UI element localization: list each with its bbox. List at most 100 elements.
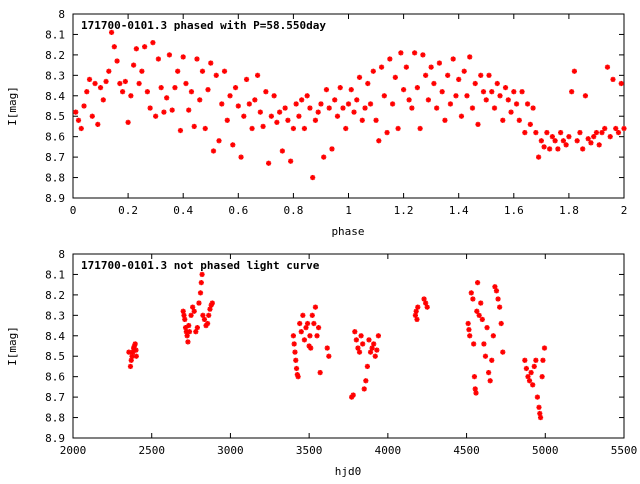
unphased-data-point bbox=[201, 316, 208, 323]
phased-data-point bbox=[431, 80, 437, 87]
phased-data-point bbox=[114, 58, 120, 64]
phased-data-point bbox=[376, 138, 382, 144]
phased-data-point bbox=[97, 85, 104, 91]
unphased-data-point bbox=[315, 325, 322, 331]
phased-data-point bbox=[139, 68, 145, 74]
phased-data-point bbox=[549, 134, 555, 140]
phased-data-point bbox=[279, 148, 285, 154]
phased-data-point bbox=[194, 56, 200, 62]
phased-data-point bbox=[216, 138, 222, 144]
unphased-data-point bbox=[479, 316, 485, 323]
phased-data-point bbox=[326, 105, 332, 111]
unphased-data-point bbox=[185, 339, 191, 345]
phased-data-point bbox=[238, 154, 244, 160]
phased-data-point bbox=[334, 113, 341, 119]
phased-data-point bbox=[464, 93, 470, 99]
phased-data-point bbox=[516, 117, 522, 123]
phased-data-point bbox=[604, 64, 611, 70]
unphased-data-point bbox=[356, 349, 363, 355]
unphased-data-point bbox=[363, 378, 369, 384]
phased-x-tick-label: 0.2 bbox=[118, 204, 138, 217]
unphased-data-point bbox=[481, 341, 487, 347]
unphased-data-point bbox=[526, 378, 533, 384]
unphased-data-point bbox=[127, 363, 134, 370]
phased-data-point bbox=[475, 121, 481, 127]
unphased-data-point bbox=[290, 333, 296, 339]
phased-data-point bbox=[395, 125, 401, 132]
unphased-y-tick-label: 8.6 bbox=[45, 371, 65, 384]
unphased-data-point bbox=[424, 304, 430, 310]
phased-data-point bbox=[508, 109, 514, 115]
phased-data-point bbox=[607, 134, 613, 140]
unphased-data-point bbox=[367, 349, 374, 355]
phased-y-tick-label: 8.7 bbox=[45, 151, 65, 164]
unphased-data-point bbox=[360, 341, 366, 347]
unphased-data-point bbox=[196, 300, 202, 306]
phased-data-point bbox=[117, 80, 123, 87]
unphased-chart: 2000 2500 3000 3500 4000 4500 5000 5500 8 8.1 8.2 8… bbox=[6, 248, 637, 478]
phased-data-point bbox=[434, 105, 440, 111]
phased-data-point bbox=[345, 101, 352, 107]
unphased-data-point bbox=[292, 349, 298, 355]
phased-data-point bbox=[585, 136, 591, 142]
phased-data-point bbox=[417, 125, 423, 132]
phased-data-point bbox=[596, 142, 602, 148]
phased-data-point bbox=[92, 80, 98, 87]
unphased-data-point bbox=[474, 280, 481, 286]
phased-data-point bbox=[268, 113, 274, 119]
phased-data-point bbox=[266, 160, 272, 166]
phased-data-point bbox=[249, 125, 255, 132]
phased-data-point bbox=[125, 119, 131, 125]
phased-data-point bbox=[147, 105, 153, 111]
phased-data-point bbox=[513, 101, 520, 107]
phased-data-point bbox=[436, 60, 443, 66]
unphased-data-point bbox=[525, 374, 531, 380]
phased-chart-ticks: 0 0.2 0.4 0.6 0.8 1 1.2 1.4 1.6 1.8 2 8 8.1 8.2 8.3 8.4… bbox=[45, 8, 627, 217]
phased-x-tick-label: 0.8 bbox=[283, 204, 303, 217]
phased-data-point bbox=[188, 89, 195, 95]
unphased-data-point bbox=[413, 308, 419, 314]
phased-data-point bbox=[544, 129, 550, 136]
phased-data-point bbox=[502, 85, 509, 91]
unphased-data-point bbox=[486, 369, 492, 376]
phased-y-tick-label: 8.2 bbox=[45, 49, 65, 62]
unphased-data-point bbox=[304, 320, 311, 327]
phased-x-tick-label: 1.6 bbox=[504, 204, 524, 217]
unphased-data-point bbox=[190, 304, 196, 310]
unphased-data-point bbox=[528, 369, 534, 376]
phased-data-point bbox=[491, 105, 498, 111]
phased-data-point bbox=[321, 154, 327, 160]
phased-data-point bbox=[588, 140, 594, 146]
phased-data-point bbox=[373, 117, 379, 123]
phased-data-point bbox=[378, 64, 385, 70]
phased-data-point bbox=[453, 93, 459, 99]
phased-data-point bbox=[574, 138, 580, 144]
phased-data-point bbox=[420, 52, 426, 58]
phased-data-point bbox=[577, 129, 583, 136]
unphased-data-point bbox=[478, 300, 484, 306]
unphased-data-point bbox=[293, 365, 300, 372]
phased-data-point bbox=[494, 80, 500, 87]
phased-data-point bbox=[337, 85, 343, 91]
unphased-data-point bbox=[484, 325, 490, 331]
phased-data-point bbox=[486, 72, 492, 78]
unphased-data-point bbox=[366, 337, 372, 343]
phased-data-point bbox=[153, 113, 159, 119]
phased-data-point bbox=[86, 76, 93, 83]
phased-data-point bbox=[304, 93, 310, 99]
phased-data-point bbox=[119, 89, 126, 95]
phased-data-point bbox=[511, 89, 517, 95]
unphased-data-point bbox=[421, 296, 427, 302]
phased-data-point bbox=[389, 101, 396, 107]
unphased-data-point bbox=[132, 341, 138, 347]
unphased-data-point bbox=[536, 404, 542, 410]
unphased-x-tick-label: 2000 bbox=[60, 444, 87, 457]
unphased-data-point bbox=[372, 353, 378, 359]
unphased-data-point bbox=[307, 333, 313, 339]
unphased-data-point bbox=[353, 337, 359, 343]
unphased-data-point bbox=[188, 312, 194, 318]
phased-data-point bbox=[208, 60, 214, 66]
unphased-data-point bbox=[374, 347, 380, 353]
unphased-y-tick-label: 8.5 bbox=[45, 350, 65, 363]
